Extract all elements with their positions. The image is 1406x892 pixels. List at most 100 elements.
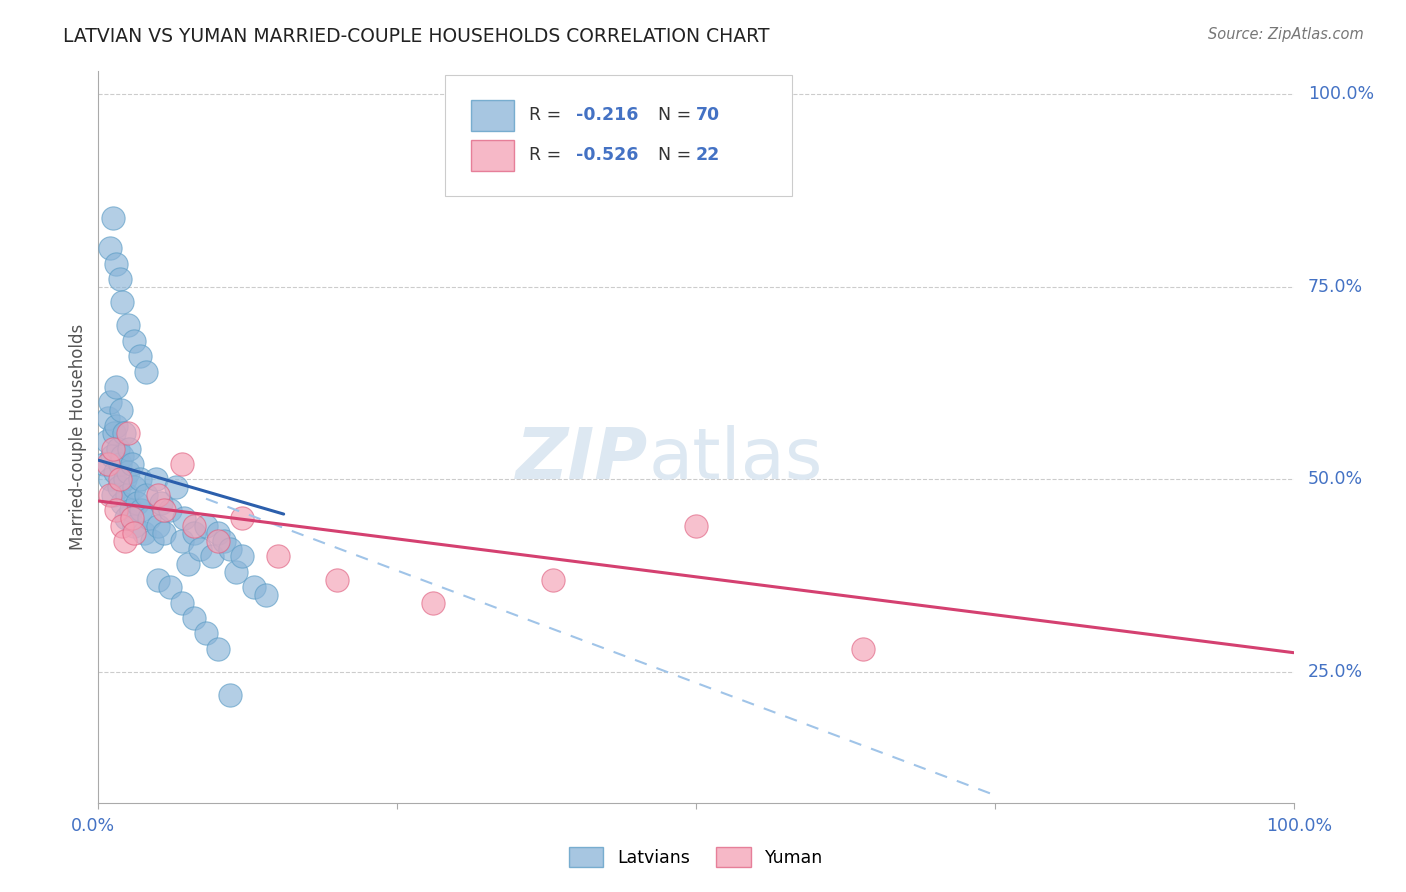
Point bbox=[117, 426, 139, 441]
Point bbox=[115, 511, 138, 525]
Point bbox=[326, 573, 349, 587]
Point bbox=[685, 518, 707, 533]
Point bbox=[201, 549, 224, 564]
Point bbox=[112, 426, 135, 441]
Y-axis label: Married-couple Households: Married-couple Households bbox=[69, 324, 87, 550]
Point bbox=[183, 526, 205, 541]
Point bbox=[177, 557, 200, 571]
Point bbox=[173, 511, 195, 525]
Point bbox=[541, 573, 564, 587]
Point bbox=[103, 426, 125, 441]
Point bbox=[121, 457, 143, 471]
Point bbox=[111, 450, 134, 464]
FancyBboxPatch shape bbox=[471, 140, 515, 171]
Point bbox=[148, 488, 170, 502]
Point bbox=[98, 488, 122, 502]
Point bbox=[219, 688, 242, 702]
Point bbox=[124, 526, 146, 541]
Point bbox=[219, 541, 242, 556]
Point bbox=[105, 257, 128, 271]
Point bbox=[108, 272, 131, 286]
Point bbox=[148, 573, 170, 587]
Point bbox=[172, 534, 194, 549]
Point bbox=[108, 472, 131, 486]
Point bbox=[101, 488, 124, 502]
Point bbox=[100, 450, 122, 464]
Point bbox=[145, 472, 167, 486]
Text: ZIP: ZIP bbox=[516, 425, 648, 493]
Point bbox=[101, 442, 124, 456]
Point bbox=[148, 518, 170, 533]
FancyBboxPatch shape bbox=[446, 75, 792, 195]
Point bbox=[132, 526, 155, 541]
Point bbox=[117, 465, 139, 479]
Point bbox=[124, 480, 146, 494]
Point bbox=[114, 534, 136, 549]
Point bbox=[114, 472, 136, 486]
Point bbox=[195, 626, 218, 640]
Text: Source: ZipAtlas.com: Source: ZipAtlas.com bbox=[1208, 27, 1364, 42]
Text: -0.216: -0.216 bbox=[576, 106, 638, 124]
FancyBboxPatch shape bbox=[471, 100, 515, 130]
Point bbox=[131, 503, 153, 517]
Point bbox=[172, 457, 194, 471]
Point bbox=[98, 242, 122, 256]
Point bbox=[107, 442, 129, 456]
Point bbox=[108, 457, 131, 471]
Point bbox=[135, 488, 157, 502]
Text: 70: 70 bbox=[696, 106, 720, 124]
Text: -0.526: -0.526 bbox=[576, 146, 638, 164]
Point bbox=[207, 641, 229, 656]
Point bbox=[188, 541, 211, 556]
Point bbox=[153, 503, 176, 517]
Point bbox=[117, 318, 139, 333]
Point bbox=[153, 526, 176, 541]
Point bbox=[231, 511, 253, 525]
Point bbox=[125, 495, 148, 509]
Point bbox=[110, 403, 132, 417]
Point bbox=[104, 465, 127, 479]
Point bbox=[172, 596, 194, 610]
Point bbox=[124, 334, 146, 348]
Point bbox=[243, 580, 266, 594]
Point bbox=[105, 380, 128, 394]
Point bbox=[422, 596, 444, 610]
Text: atlas: atlas bbox=[648, 425, 823, 493]
Text: 100.0%: 100.0% bbox=[1267, 817, 1333, 835]
Point bbox=[118, 442, 141, 456]
Point bbox=[159, 580, 181, 594]
Text: 22: 22 bbox=[696, 146, 720, 164]
Point bbox=[165, 480, 187, 494]
Point bbox=[105, 503, 128, 517]
Point bbox=[267, 549, 290, 564]
Point bbox=[111, 518, 134, 533]
Point bbox=[107, 480, 129, 494]
Point bbox=[105, 418, 128, 433]
Point bbox=[207, 534, 229, 549]
Text: R =: R = bbox=[529, 106, 567, 124]
Point bbox=[138, 511, 160, 525]
Point bbox=[97, 457, 120, 471]
Point bbox=[129, 349, 152, 363]
Point bbox=[98, 472, 122, 486]
Point bbox=[129, 472, 152, 486]
Point bbox=[159, 503, 181, 517]
Point bbox=[254, 588, 277, 602]
Point bbox=[231, 549, 253, 564]
Point bbox=[97, 410, 120, 425]
Point bbox=[183, 518, 205, 533]
Text: 0.0%: 0.0% bbox=[70, 817, 114, 835]
Point bbox=[101, 211, 124, 225]
Point bbox=[225, 565, 247, 579]
Point bbox=[111, 495, 134, 509]
Point bbox=[121, 511, 143, 525]
Text: 100.0%: 100.0% bbox=[1308, 86, 1374, 103]
Point bbox=[207, 526, 229, 541]
Point bbox=[111, 295, 134, 310]
Text: LATVIAN VS YUMAN MARRIED-COUPLE HOUSEHOLDS CORRELATION CHART: LATVIAN VS YUMAN MARRIED-COUPLE HOUSEHOL… bbox=[63, 27, 769, 45]
Point bbox=[98, 395, 122, 409]
Point bbox=[96, 434, 118, 448]
Point bbox=[183, 611, 205, 625]
Text: R =: R = bbox=[529, 146, 567, 164]
Text: N =: N = bbox=[658, 106, 690, 124]
